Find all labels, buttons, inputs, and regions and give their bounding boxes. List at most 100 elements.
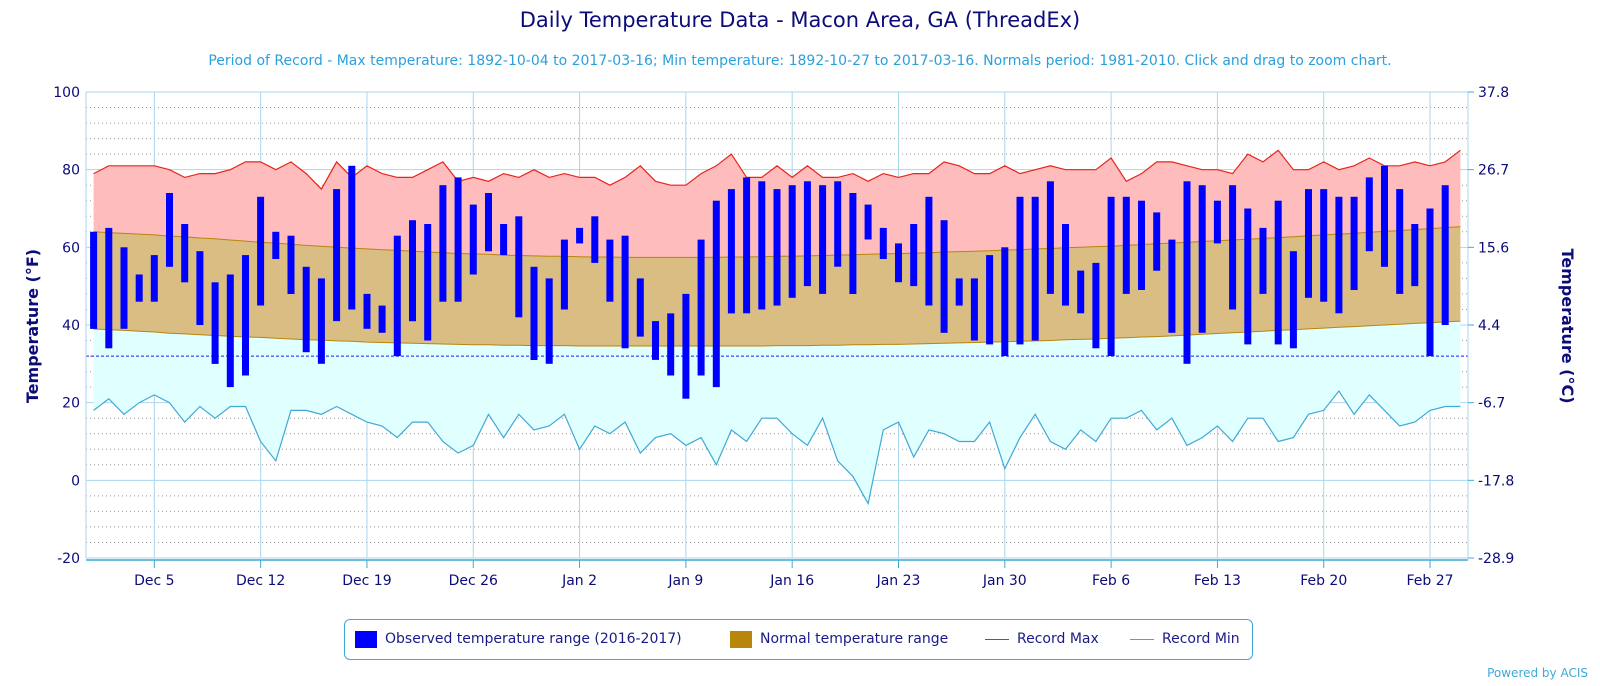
observed-range-bar xyxy=(211,282,219,364)
legend-item-record-min[interactable]: Record Min xyxy=(1130,620,1240,658)
observed-range-bar xyxy=(743,177,751,314)
observed-range-bar xyxy=(636,278,644,337)
observed-range-bar xyxy=(469,204,477,275)
legend-label-normal: Normal temperature range xyxy=(760,631,949,647)
observed-range-bar xyxy=(819,185,827,294)
observed-range-bar xyxy=(576,227,584,244)
observed-range-bar xyxy=(1031,196,1039,341)
y-tick-label-left: 0 xyxy=(71,473,80,489)
observed-range-bar xyxy=(515,216,523,318)
y-tick-label-left: -20 xyxy=(57,551,80,567)
observed-range-bar xyxy=(424,224,432,341)
observed-range-bar xyxy=(606,239,614,302)
observed-range-bar xyxy=(1016,196,1024,345)
observed-range-bar xyxy=(667,313,675,376)
observed-range-bar xyxy=(333,189,341,322)
observed-range-bar xyxy=(135,274,143,302)
observed-range-bar xyxy=(242,255,249,376)
observed-range-bar xyxy=(1138,200,1145,290)
observed-range-bar xyxy=(226,274,234,388)
observed-range-bar xyxy=(1320,189,1328,302)
x-tick-label: Dec 12 xyxy=(236,573,285,589)
x-tick-label: Jan 16 xyxy=(769,573,814,589)
powered-by-link[interactable]: Powered by ACIS xyxy=(1487,666,1588,680)
x-tick-label: Jan 9 xyxy=(667,573,703,589)
observed-range-bar xyxy=(1244,208,1252,345)
legend-label-record-min: Record Min xyxy=(1162,631,1240,647)
observed-range-bar xyxy=(560,239,568,310)
observed-range-bar xyxy=(773,189,781,306)
observed-range-bar xyxy=(302,266,310,353)
observed-range-bar xyxy=(287,235,295,294)
y-tick-label-right: -17.8 xyxy=(1478,473,1514,489)
observed-range-bar xyxy=(166,193,173,267)
y-tick-label-left: 100 xyxy=(53,85,80,101)
observed-range-bar xyxy=(1381,165,1388,267)
y-tick-label-right: 37.8 xyxy=(1478,85,1509,101)
observed-range-bar xyxy=(1426,208,1434,357)
observed-range-bar xyxy=(1168,239,1176,333)
y-tick-label-right: -6.7 xyxy=(1478,396,1505,412)
legend-item-observed[interactable]: Observed temperature range (2016-2017) xyxy=(355,620,682,658)
x-tick-label: Dec 5 xyxy=(134,573,174,589)
observed-range-bar xyxy=(90,231,98,329)
y-axis-right-label: Temperature (°C) xyxy=(1558,248,1577,403)
observed-range-bar xyxy=(317,278,325,364)
observed-range-bar xyxy=(1183,181,1191,364)
x-tick-label: Feb 20 xyxy=(1300,573,1347,589)
y-tick-label-left: 20 xyxy=(62,396,80,412)
record-max-swatch-icon xyxy=(985,638,1009,640)
observed-range-bar xyxy=(1213,200,1221,244)
y-tick-label-right: 15.6 xyxy=(1478,240,1509,256)
x-tick-label: Feb 27 xyxy=(1407,573,1454,589)
y-axis-left-label: Temperature (°F) xyxy=(23,249,42,403)
observed-range-bar xyxy=(803,181,811,287)
y-tick-label-left: 60 xyxy=(62,240,80,256)
observed-range-bar xyxy=(363,293,371,329)
legend-label-record-max: Record Max xyxy=(1017,631,1099,647)
observed-range-bar xyxy=(712,200,720,388)
observed-range-bar xyxy=(727,189,735,314)
observed-range-bar xyxy=(591,216,599,263)
observed-range-bar xyxy=(1411,224,1419,287)
x-tick-label: Dec 26 xyxy=(449,573,498,589)
observed-range-bar xyxy=(1046,181,1054,294)
observed-range-bar xyxy=(910,224,918,287)
observed-range-bar xyxy=(485,193,492,252)
observed-range-bar xyxy=(1198,185,1206,333)
chart-title: Daily Temperature Data - Macon Area, GA … xyxy=(519,8,1081,32)
observed-range-bar xyxy=(697,239,705,376)
y-tick-label-right: -28.9 xyxy=(1478,551,1514,567)
observed-range-bar xyxy=(1107,196,1115,356)
observed-range-bar xyxy=(879,227,887,259)
observed-range-bar xyxy=(378,305,386,333)
observed-range-bar xyxy=(1350,196,1358,290)
observed-swatch-icon xyxy=(355,630,377,648)
observed-range-bar xyxy=(257,196,265,306)
y-tick-label-right: 4.4 xyxy=(1478,318,1500,334)
x-tick-label: Jan 23 xyxy=(876,573,921,589)
observed-range-bar xyxy=(1335,196,1343,314)
x-tick-label: Feb 13 xyxy=(1194,573,1241,589)
legend: Observed temperature range (2016-2017) N… xyxy=(344,619,1253,660)
legend-item-normal[interactable]: Normal temperature range xyxy=(730,620,948,658)
record-min-swatch-icon xyxy=(1130,638,1154,640)
observed-range-bar xyxy=(393,235,401,357)
observed-range-bar xyxy=(834,181,842,267)
legend-label-observed: Observed temperature range (2016-2017) xyxy=(385,631,682,647)
record-max-line xyxy=(93,149,1461,191)
observed-range-bar xyxy=(758,181,766,310)
observed-range-bar xyxy=(150,255,158,302)
observed-range-bar xyxy=(409,220,416,322)
observed-range-bar xyxy=(864,204,872,240)
observed-range-bar xyxy=(955,278,963,306)
legend-item-record-max[interactable]: Record Max xyxy=(985,620,1099,658)
observed-range-bar xyxy=(1153,212,1161,271)
observed-range-bar xyxy=(1274,200,1282,345)
observed-range-bar xyxy=(788,185,796,298)
observed-range-bar xyxy=(1001,247,1009,356)
observed-range-bar xyxy=(545,278,553,364)
observed-range-bar xyxy=(454,177,462,302)
